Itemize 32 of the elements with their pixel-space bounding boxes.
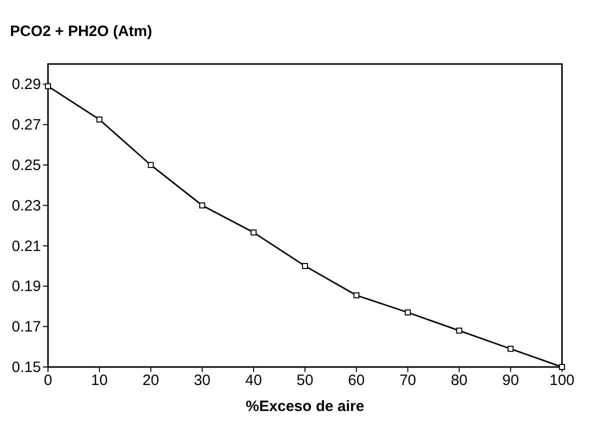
point bbox=[148, 162, 154, 168]
y-tick-label: 0.29 bbox=[12, 76, 41, 94]
point bbox=[353, 292, 360, 298]
point bbox=[250, 229, 257, 236]
point bbox=[456, 328, 462, 334]
y-axis-title: PCO2 + PH2O (Atm) bbox=[10, 23, 152, 40]
x-tick-label: 100 bbox=[549, 372, 575, 389]
x-tick-label: 80 bbox=[450, 372, 468, 389]
y-tick-label: 0.19 bbox=[12, 278, 41, 296]
point bbox=[559, 364, 565, 370]
x-tick-label: 10 bbox=[91, 372, 108, 389]
x-tick-label: 50 bbox=[296, 372, 314, 389]
point bbox=[508, 346, 514, 352]
x-tick-label: 90 bbox=[502, 372, 519, 389]
y-tick-label: 0.15 bbox=[12, 359, 41, 376]
y-tick-label: 0.21 bbox=[12, 238, 41, 255]
y-tick-label: 0.27 bbox=[12, 116, 41, 134]
x-tick-label: 20 bbox=[142, 372, 160, 389]
x-tick-label: 40 bbox=[245, 372, 262, 389]
point bbox=[302, 263, 308, 269]
point bbox=[404, 309, 411, 316]
x-tick-label: 60 bbox=[348, 372, 365, 389]
x-tick-label: 70 bbox=[399, 372, 416, 389]
x-tick-label: 30 bbox=[194, 372, 211, 389]
point bbox=[199, 202, 206, 208]
y-tick-label: 0.23 bbox=[12, 197, 41, 214]
x-tick-label: 0 bbox=[44, 372, 52, 389]
point bbox=[96, 116, 102, 123]
point bbox=[45, 83, 51, 90]
x-axis-title: %Exceso de aire bbox=[246, 398, 364, 415]
y-tick-label: 0.25 bbox=[12, 157, 41, 174]
y-tick-label: 0.17 bbox=[12, 318, 41, 336]
